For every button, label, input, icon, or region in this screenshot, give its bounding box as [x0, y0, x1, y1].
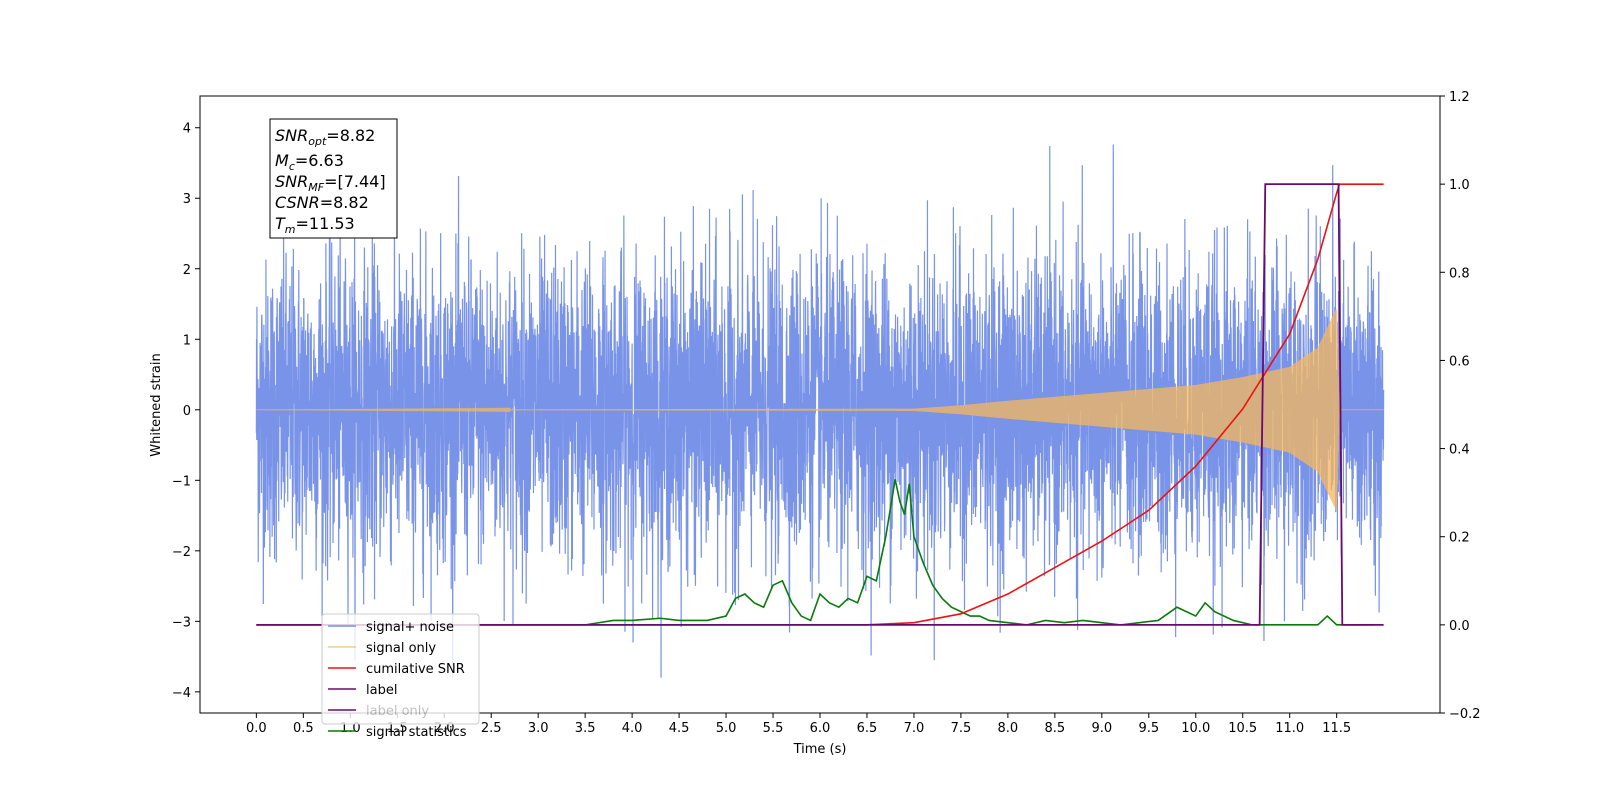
annotation-tm: Tm=11.53 — [275, 214, 355, 236]
x-tick-label: 7.5 — [951, 721, 972, 736]
x-tick-label: 11.0 — [1275, 721, 1304, 736]
x-tick-label: 0.0 — [246, 721, 267, 736]
x-tick-label: 3.0 — [528, 721, 549, 736]
y2-tick-label: 0.2 — [1449, 531, 1470, 546]
x-tick-label: 9.0 — [1091, 721, 1112, 736]
x-tick-label: 4.0 — [622, 721, 643, 736]
x-tick-label: 3.5 — [575, 721, 596, 736]
y-tick-label: 3 — [183, 192, 191, 207]
y2-tick-label: 1.0 — [1449, 178, 1470, 193]
y-tick-label: −1 — [172, 474, 191, 489]
x-tick-label: 8.0 — [998, 721, 1019, 736]
stats-annotation-box: SNRopt=8.82 Mc=6.63 SNRMF=[7.44] CSNR=8.… — [269, 118, 398, 239]
legend-label: label — [366, 683, 397, 698]
y2-tick-label: 0.8 — [1449, 266, 1470, 281]
series-signal-only-line — [256, 309, 1384, 512]
y-tick-label: −2 — [172, 545, 191, 560]
series-label-line — [256, 183, 1384, 626]
legend: signal+ noise signal only cumilative SNR la… — [321, 613, 480, 740]
legend-frame — [321, 613, 480, 725]
legend-label: signal+ noise — [366, 620, 454, 635]
x-tick-label: 9.5 — [1138, 721, 1159, 736]
series-signal-statistics-line — [256, 479, 1375, 626]
x-tick-label: 7.0 — [904, 721, 925, 736]
axis-layer: 0.0 0.5 1.0 1.5 2.0 2.5 3.0 3.5 4.0 4.5 5.0 5.5 6.0 6… — [172, 90, 1481, 736]
legend-item: cumilative SNR — [328, 662, 465, 677]
x-tick-label: 5.5 — [763, 721, 784, 736]
annotation-frame — [269, 118, 398, 239]
x-tick-label: 4.5 — [669, 721, 690, 736]
series-cumulative-snr-line — [256, 183, 1384, 626]
x-tick-label: 10.5 — [1228, 721, 1257, 736]
x-tick-label: 2.0 — [434, 721, 455, 736]
y2-tick-label: −0.2 — [1449, 707, 1481, 722]
series-layer — [255, 144, 1385, 678]
annotation-snr-opt: SNRopt=8.82 — [275, 126, 375, 148]
x-tick-label: 8.5 — [1045, 721, 1066, 736]
legend-item: signal+ noise — [328, 620, 454, 635]
y-tick-label: 4 — [183, 122, 191, 137]
legend-label: label only — [366, 704, 429, 719]
y-tick-label: 1 — [183, 333, 191, 348]
y-tick-label: 0 — [183, 404, 191, 419]
x-tick-label: 1.0 — [340, 721, 361, 736]
legend-item: signal only — [328, 641, 436, 656]
x-tick-label: 6.5 — [857, 721, 878, 736]
legend-item: label — [328, 683, 397, 698]
x-tick-label: 11.5 — [1322, 721, 1351, 736]
y2-tick-label: 0.4 — [1449, 443, 1470, 458]
x-tick-label: 10.0 — [1181, 721, 1210, 736]
y-tick-label: 2 — [183, 263, 191, 278]
series-signal-noise-line — [255, 144, 1385, 678]
annotation-csnr: CSNR=8.82 — [275, 193, 369, 212]
x-tick-label: 5.0 — [716, 721, 737, 736]
legend-label: signal only — [366, 641, 436, 656]
x-axis-label: Time (s) — [793, 742, 847, 757]
y2-tick-label: 0.0 — [1449, 619, 1470, 634]
legend-label: cumilative SNR — [366, 662, 465, 677]
y2-tick-label: 0.6 — [1449, 354, 1470, 369]
legend-item: label only — [328, 704, 429, 719]
legend-label: signal statistics — [366, 725, 467, 740]
x-tick-label: 6.0 — [810, 721, 831, 736]
y-tick-label: −3 — [172, 615, 191, 630]
y2-tick-label: 1.2 — [1449, 90, 1470, 105]
y-tick-label: −4 — [172, 686, 191, 701]
annotation-snr-mf: SNRMF=[7.44] — [275, 172, 386, 194]
annotation-mc: Mc=6.63 — [275, 151, 344, 173]
y-axis-label: Whitened strain — [149, 353, 164, 456]
x-tick-label: 1.5 — [387, 721, 408, 736]
x-tick-label: 0.5 — [293, 721, 314, 736]
x-tick-label: 2.5 — [481, 721, 502, 736]
legend-item: signal statistics — [328, 725, 467, 740]
